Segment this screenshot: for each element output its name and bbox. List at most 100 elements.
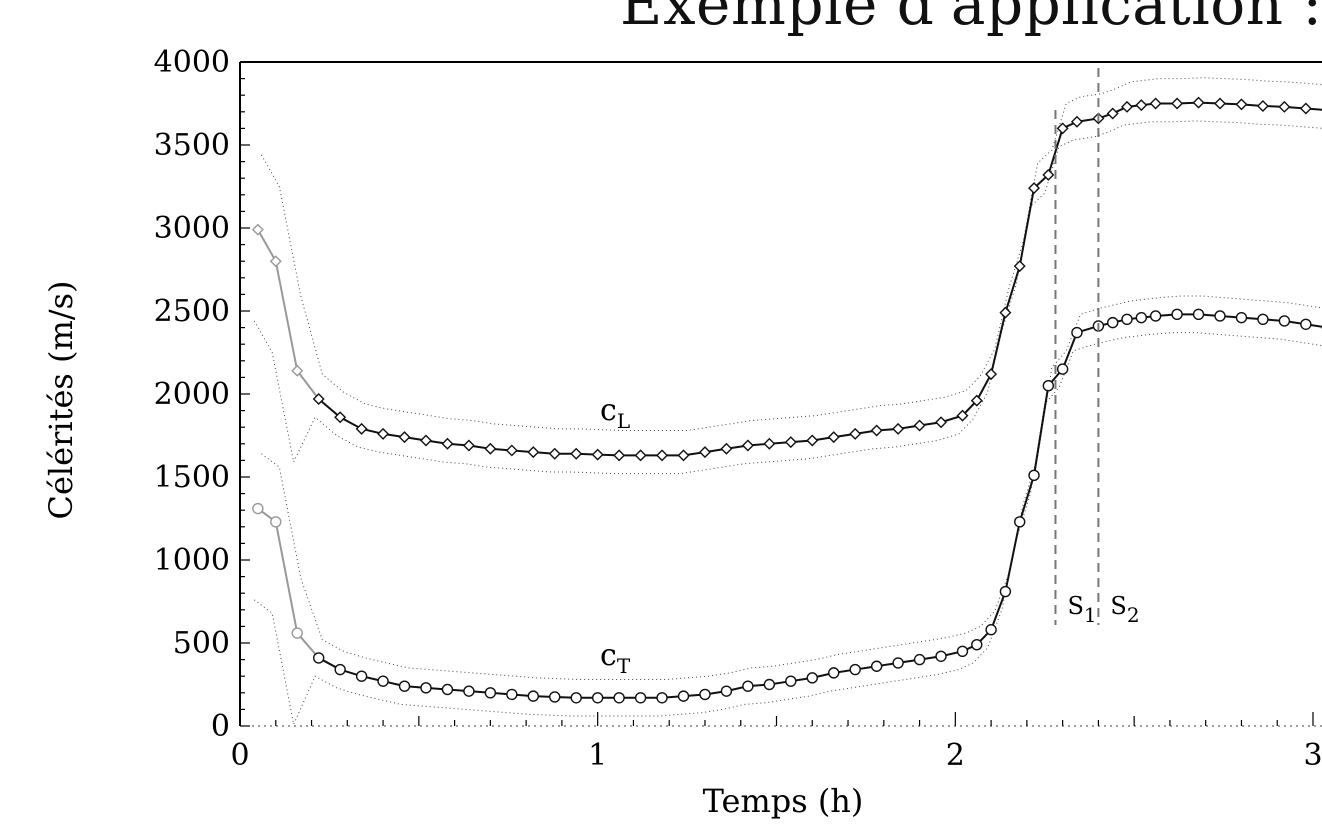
y-tick-label: 0 xyxy=(211,709,230,744)
data-point-cL xyxy=(720,442,733,455)
data-point-cT xyxy=(935,650,947,662)
x-tick-label: 3 xyxy=(1303,738,1322,773)
data-point-cT xyxy=(441,683,454,696)
data-point-cT xyxy=(656,692,668,704)
data-point-cT xyxy=(1171,308,1183,321)
data-point-cT xyxy=(291,627,303,639)
data-point-cL xyxy=(462,439,475,452)
data-point-cT xyxy=(1149,310,1162,322)
data-point-cL xyxy=(1214,97,1226,110)
data-point-cL xyxy=(763,437,776,450)
data-point-cT xyxy=(1257,313,1269,325)
data-point-cT xyxy=(398,680,411,692)
data-point-cT xyxy=(1300,318,1312,330)
data-point-cT xyxy=(971,638,983,651)
data-point-cT xyxy=(699,688,711,701)
data-point-cL xyxy=(377,427,390,440)
x-axis-title: Temps (h) xyxy=(703,782,864,820)
data-point-cT xyxy=(252,502,264,515)
y-tick-label: 3000 xyxy=(154,211,230,246)
slide-title: Exemple d'application : l xyxy=(620,0,1322,38)
data-point-cL xyxy=(1013,260,1026,273)
data-point-cL xyxy=(1056,122,1069,135)
envelope-lower-cT xyxy=(254,332,1322,726)
data-point-cL xyxy=(1042,168,1055,181)
data-point-cL xyxy=(656,449,669,462)
data-point-cT xyxy=(677,690,690,702)
data-point-cT xyxy=(484,687,497,699)
series-points xyxy=(251,96,1322,704)
data-point-cT xyxy=(720,685,733,697)
envelope-upper-cL xyxy=(261,77,1322,432)
data-point-cT xyxy=(1056,363,1069,375)
data-point-cT xyxy=(506,688,518,701)
data-point-cT xyxy=(549,691,561,703)
data-point-cL xyxy=(698,446,711,459)
x-tick-label: 1 xyxy=(588,738,607,773)
data-point-cL xyxy=(985,368,998,381)
marker-label-S1: S1 xyxy=(1067,592,1096,627)
data-point-cT xyxy=(999,585,1012,598)
data-point-cL xyxy=(892,422,905,435)
data-point-cT xyxy=(591,692,604,704)
data-point-cL xyxy=(398,431,411,444)
y-tick-label: 2000 xyxy=(154,377,230,412)
data-point-cT xyxy=(1107,316,1119,329)
data-point-cL xyxy=(677,449,690,462)
y-axis-title: Célérités (m/s) xyxy=(42,280,80,519)
data-point-cL xyxy=(334,411,347,424)
series-lines xyxy=(257,101,1322,699)
data-point-cT xyxy=(355,670,368,682)
x-tick-label: 2 xyxy=(946,738,965,773)
data-point-cL xyxy=(1299,102,1312,115)
data-point-cT xyxy=(785,675,797,687)
data-point-cL xyxy=(291,364,304,377)
data-point-cT xyxy=(763,678,776,691)
data-point-cL xyxy=(613,449,626,462)
data-point-cL xyxy=(548,447,561,460)
uncertainty-envelopes xyxy=(253,77,1322,726)
axis-ticks xyxy=(240,61,1314,727)
y-tick-label: 1000 xyxy=(154,543,230,578)
data-point-cL xyxy=(1192,96,1205,109)
data-point-cL xyxy=(591,448,604,461)
data-point-cL xyxy=(1171,97,1184,110)
data-point-cL xyxy=(1235,98,1248,111)
data-point-cL xyxy=(1121,100,1134,113)
data-point-cL xyxy=(806,434,819,447)
y-tick-label: 1500 xyxy=(154,460,230,495)
data-point-cL xyxy=(355,422,368,435)
data-point-cL xyxy=(741,439,754,452)
data-point-cL xyxy=(251,223,264,236)
data-point-cL xyxy=(849,427,862,440)
data-point-cT xyxy=(849,663,861,676)
data-point-cL xyxy=(970,394,983,407)
data-point-cL xyxy=(441,437,454,450)
data-point-cL xyxy=(1278,100,1291,113)
marker-label-S2: S2 xyxy=(1110,592,1139,627)
data-point-cL xyxy=(505,444,518,457)
data-point-cL xyxy=(827,431,840,444)
data-point-cL xyxy=(1028,182,1041,195)
data-point-cT xyxy=(1278,315,1291,327)
data-point-cL xyxy=(956,409,969,422)
data-point-cT xyxy=(570,692,582,704)
data-point-cT xyxy=(312,652,325,664)
data-point-cT xyxy=(377,675,389,687)
y-tick-label: 3500 xyxy=(154,128,230,163)
y-tick-label: 500 xyxy=(173,626,230,661)
data-point-cL xyxy=(1135,99,1148,112)
data-point-cT xyxy=(527,690,539,702)
envelope-lower-cL xyxy=(253,120,1322,475)
y-tick-label: 4000 xyxy=(154,45,230,80)
data-point-cT xyxy=(1042,380,1055,392)
data-point-cT xyxy=(913,653,926,666)
data-point-cT xyxy=(334,663,346,676)
x-tick-label: 0 xyxy=(230,738,249,773)
data-point-cT xyxy=(634,692,647,704)
axis-labels: 0 500 1000 1500 2000 2500 3000 3500 4000 0 1 2 3 cL cT xyxy=(154,45,1322,773)
data-point-cL xyxy=(269,255,282,268)
series-label-cT: cT xyxy=(600,638,631,678)
data-point-cT xyxy=(1214,310,1226,322)
data-point-cT xyxy=(892,657,904,669)
